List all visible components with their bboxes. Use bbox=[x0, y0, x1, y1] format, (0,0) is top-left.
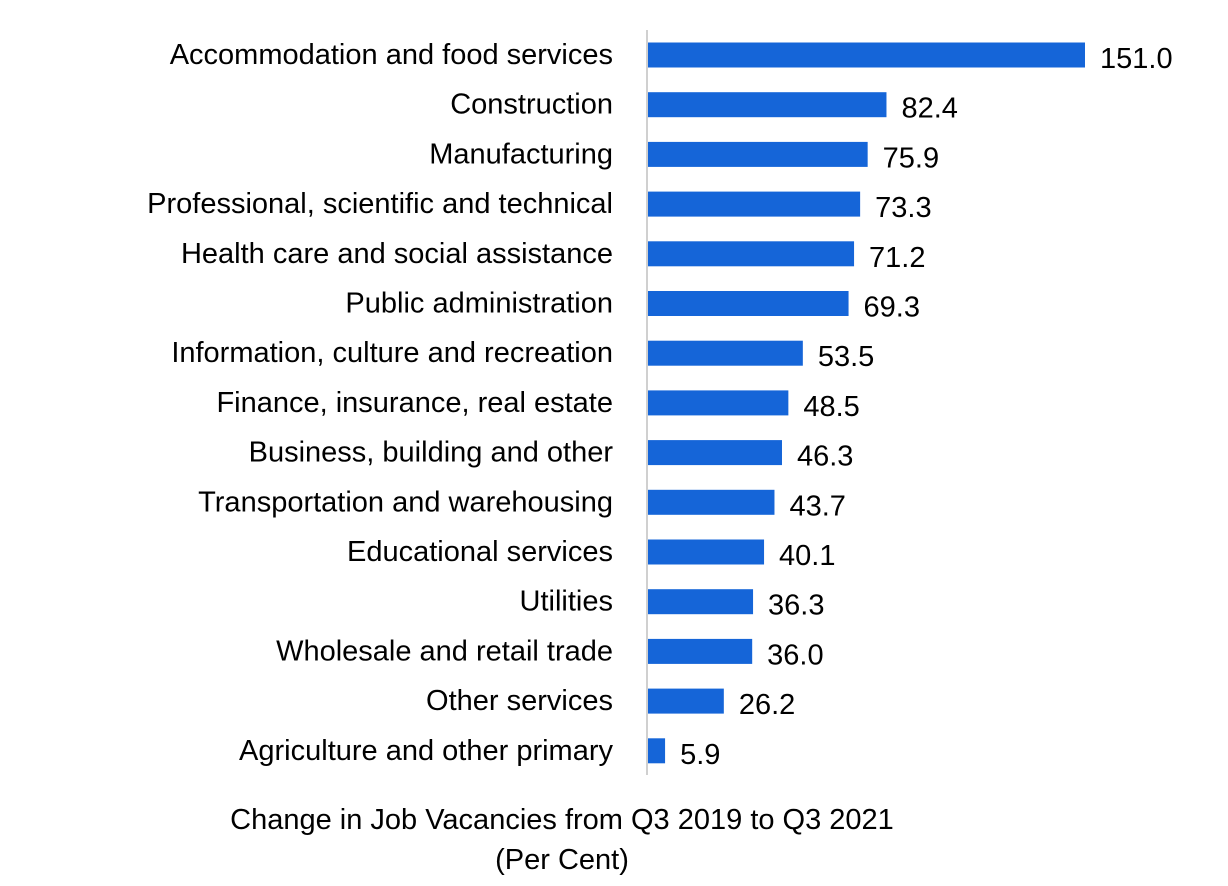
category-label: Manufacturing bbox=[429, 138, 613, 170]
category-label: Other services bbox=[426, 685, 613, 717]
category-label: Professional, scientific and technical bbox=[147, 188, 613, 220]
data-label: 36.0 bbox=[767, 639, 823, 671]
data-label: 75.9 bbox=[883, 142, 939, 174]
data-label: 5.9 bbox=[680, 739, 720, 771]
bar bbox=[648, 638, 753, 664]
x-axis-label-line1: Change in Job Vacancies from Q3 2019 to … bbox=[230, 804, 894, 836]
bar bbox=[648, 539, 765, 565]
bar bbox=[648, 92, 887, 118]
bar bbox=[648, 340, 803, 366]
bars-group: Accommodation and food services 151.0 Cons… bbox=[147, 39, 1172, 771]
x-axis-label: Change in Job Vacancies from Q3 2019 to … bbox=[0, 800, 1124, 880]
bar bbox=[648, 191, 861, 217]
bar bbox=[648, 489, 775, 515]
data-label: 46.3 bbox=[797, 441, 853, 473]
data-label: 48.5 bbox=[803, 391, 859, 423]
category-label: Construction bbox=[450, 89, 613, 121]
bar bbox=[648, 440, 782, 466]
category-label: Educational services bbox=[347, 536, 613, 568]
data-label: 53.5 bbox=[818, 341, 874, 373]
bar bbox=[648, 589, 754, 615]
data-label: 40.1 bbox=[779, 540, 835, 572]
category-label: Health care and social assistance bbox=[181, 238, 613, 270]
data-label: 71.2 bbox=[869, 242, 925, 274]
category-label: Accommodation and food services bbox=[170, 39, 613, 71]
data-label: 69.3 bbox=[864, 292, 920, 324]
category-label: Wholesale and retail trade bbox=[276, 635, 613, 667]
bar bbox=[648, 291, 849, 316]
bar bbox=[648, 141, 868, 167]
category-label: Business, building and other bbox=[249, 437, 614, 469]
bar bbox=[648, 241, 855, 267]
x-axis-label-line2: (Per Cent) bbox=[495, 844, 629, 876]
bar bbox=[648, 390, 789, 416]
category-label: Utilities bbox=[520, 586, 613, 618]
bar bbox=[648, 738, 666, 764]
data-label: 36.3 bbox=[768, 590, 824, 622]
data-label: 26.2 bbox=[739, 689, 795, 721]
category-label: Transportation and warehousing bbox=[198, 486, 613, 518]
bar bbox=[648, 688, 724, 714]
category-label: Information, culture and recreation bbox=[171, 337, 613, 369]
data-label: 151.0 bbox=[1100, 43, 1173, 75]
category-label: Agriculture and other primary bbox=[239, 735, 613, 767]
category-label: Finance, insurance, real estate bbox=[216, 387, 613, 419]
bar bbox=[648, 42, 1085, 68]
data-label: 73.3 bbox=[875, 192, 931, 224]
category-label: Public administration bbox=[345, 288, 613, 320]
data-label: 43.7 bbox=[789, 490, 845, 522]
bar-chart: Accommodation and food services 151.0 Cons… bbox=[147, 30, 1173, 775]
data-label: 82.4 bbox=[901, 93, 957, 125]
